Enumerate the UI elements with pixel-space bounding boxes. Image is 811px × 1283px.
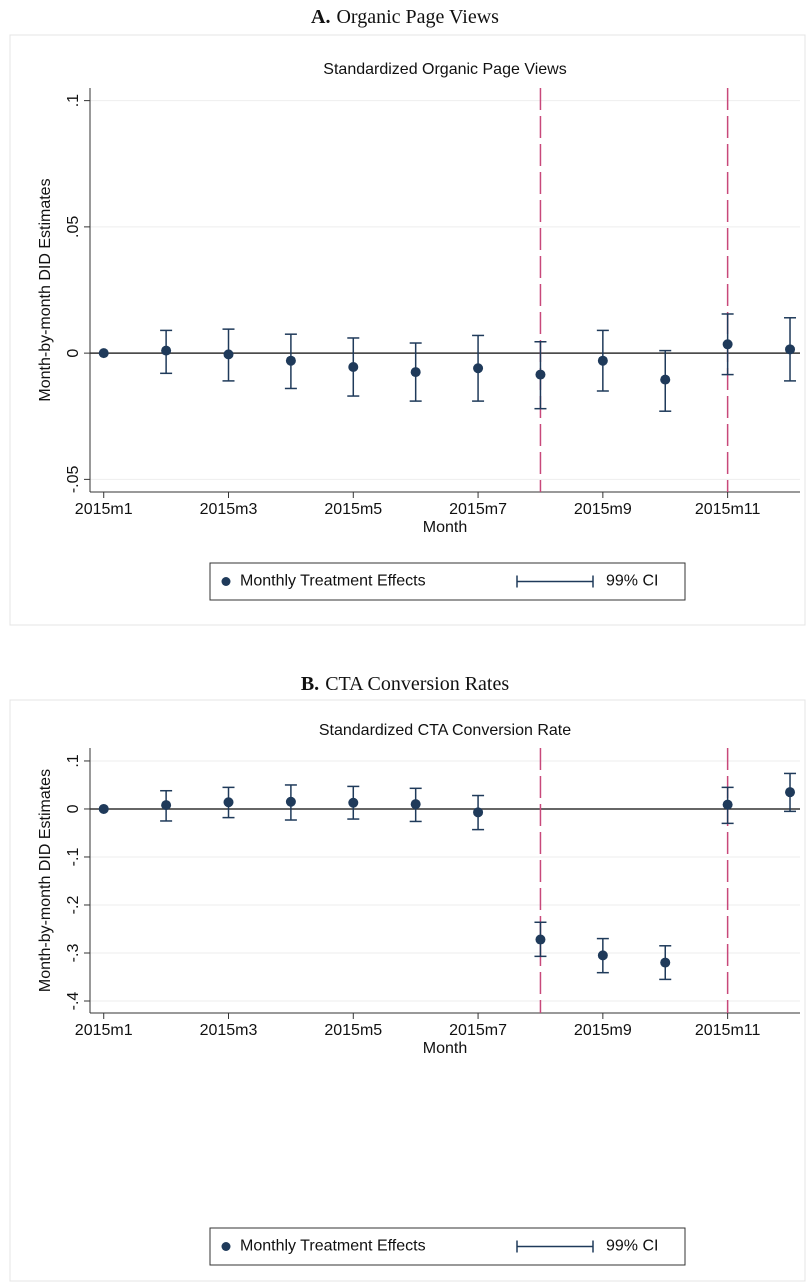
point [597,950,608,961]
x-axis-label: Month [423,1040,467,1057]
x-tick-label: 2015m9 [574,501,632,518]
panel-frame [9,699,806,1282]
y-tick-label: -.3 [65,944,82,963]
panel-label: B. [301,673,319,695]
legend-box [209,562,686,601]
point [410,799,421,810]
point [535,934,546,945]
x-tick-label: 2015m7 [449,1022,507,1039]
x-tick-label: 2015m9 [574,1022,632,1039]
legend-label: Monthly Treatment Effects [240,1238,426,1255]
x-tick-label: 2015m5 [324,1022,382,1039]
point [535,369,546,380]
point [98,348,109,359]
point [223,797,234,808]
x-tick-label: 2015m1 [75,1022,133,1039]
point [722,339,733,350]
legend-marker [221,1242,231,1251]
y-tick-label: -.1 [65,848,82,867]
legend-label: 99% CI [606,1238,658,1255]
x-tick-label: 2015m11 [695,501,761,518]
legend-marker [221,577,231,586]
point [223,349,234,360]
x-tick-label: 2015m3 [200,501,258,518]
chart-title: Standardized CTA Conversion Rate [319,722,571,739]
y-axis-label: Month-by-month DID Estimates [37,769,54,992]
point [660,374,671,385]
y-tick-label: 0 [65,349,82,358]
y-tick-label: .1 [65,754,82,767]
panel-frame [9,34,806,626]
panel-title: Organic Page Views [336,6,499,28]
x-tick-label: 2015m5 [324,501,382,518]
legend-label: 99% CI [606,573,658,590]
panel-title: CTA Conversion Rates [325,673,509,695]
point [285,796,296,807]
point [597,355,608,366]
point [473,807,484,818]
x-axis-label: Month [423,519,467,536]
y-axis-label: Month-by-month DID Estimates [37,178,54,401]
panel-heading: A. Organic Page Views [311,6,499,28]
y-tick-label: -.4 [65,992,82,1011]
point [161,345,172,356]
point [285,355,296,366]
x-tick-label: 2015m3 [200,1022,258,1039]
point [348,797,359,808]
point [785,344,796,355]
y-tick-label: -.2 [65,896,82,915]
point [161,800,172,811]
point [348,362,359,373]
panel-heading: B. CTA Conversion Rates [301,673,510,695]
point [722,799,733,810]
point [410,367,421,378]
y-tick-label: .05 [65,216,82,238]
y-tick-label: 0 [65,804,82,813]
legend-label: Monthly Treatment Effects [240,573,426,590]
x-tick-label: 2015m1 [75,501,133,518]
point [785,787,796,798]
x-tick-label: 2015m7 [449,501,507,518]
legend-box [209,1227,686,1266]
point [660,957,671,968]
chart-title: Standardized Organic Page Views [323,61,566,78]
panel-label: A. [311,6,330,28]
point [473,363,484,374]
y-tick-label: .1 [65,94,82,107]
y-tick-label: -.05 [65,465,82,493]
x-tick-label: 2015m11 [695,1022,761,1039]
point [98,803,109,814]
